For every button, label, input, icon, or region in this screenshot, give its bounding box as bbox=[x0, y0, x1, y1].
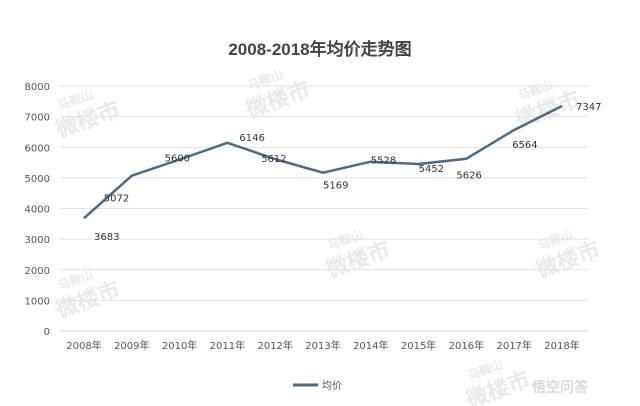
data-label: 5169 bbox=[323, 181, 348, 192]
legend: 均价 bbox=[293, 380, 342, 392]
y-tick-label: 3000 bbox=[25, 235, 50, 246]
x-tick-label: 2016年 bbox=[449, 339, 484, 352]
x-tick-label: 2018年 bbox=[544, 339, 579, 352]
x-tick-label: 2012年 bbox=[257, 339, 292, 352]
data-label: 6564 bbox=[512, 140, 537, 151]
y-tick-label: 1000 bbox=[25, 296, 50, 307]
y-tick-label: 5000 bbox=[25, 174, 50, 185]
data-label: 3683 bbox=[94, 232, 119, 243]
x-axis: 2008年 2009年 2010年 2011年 2012年 2013年 2014年 2015年… bbox=[66, 339, 579, 352]
series-line bbox=[83, 104, 563, 220]
chart-title: 2008-2018年均价走势图 bbox=[228, 39, 411, 59]
data-labels: 3683 5072 5600 6146 5612 5169 5528 5452 5626 6564… bbox=[83, 102, 601, 243]
y-tick-label: 8000 bbox=[25, 82, 50, 93]
data-label: 6146 bbox=[239, 133, 264, 144]
grid bbox=[60, 85, 588, 332]
x-tick-label: 2009年 bbox=[114, 339, 149, 352]
legend-label: 均价 bbox=[322, 380, 342, 392]
y-tick-label: 2000 bbox=[25, 266, 50, 277]
data-label: 5600 bbox=[165, 154, 190, 165]
x-tick-label: 2008年 bbox=[66, 339, 101, 352]
x-tick-label: 2010年 bbox=[162, 339, 197, 352]
x-tick-label: 2017年 bbox=[496, 339, 531, 352]
series bbox=[83, 104, 563, 220]
y-axis: 0 1000 2000 3000 4000 5000 6000 7000 8000 bbox=[25, 82, 50, 338]
data-label: 5072 bbox=[104, 194, 129, 205]
x-tick-label: 2013年 bbox=[305, 339, 340, 352]
data-label: 5528 bbox=[371, 156, 396, 167]
y-tick-label: 7000 bbox=[25, 113, 50, 124]
x-tick-label: 2011年 bbox=[210, 339, 245, 352]
y-tick-label: 0 bbox=[44, 327, 50, 338]
x-tick-label: 2014年 bbox=[353, 339, 388, 352]
y-tick-label: 4000 bbox=[25, 205, 50, 216]
data-label: 5452 bbox=[419, 164, 444, 175]
data-label: 5612 bbox=[261, 154, 286, 165]
x-tick-label: 2015年 bbox=[401, 339, 436, 352]
watermark-brand: 悟空问答 bbox=[532, 379, 589, 396]
data-label: 5626 bbox=[456, 171, 481, 182]
y-tick-label: 6000 bbox=[25, 143, 50, 154]
data-label: 7347 bbox=[576, 102, 601, 113]
